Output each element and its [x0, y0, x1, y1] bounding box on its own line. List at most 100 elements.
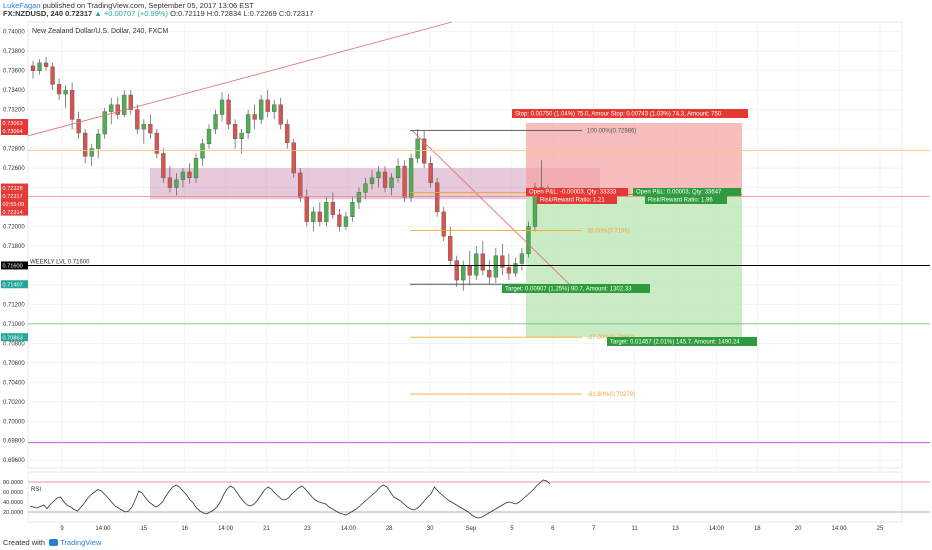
candle — [213, 109, 218, 134]
price-tag-box — [1, 261, 28, 270]
time-tick-label: 13 — [672, 526, 679, 532]
candle-body — [76, 119, 81, 134]
candle — [506, 253, 512, 281]
price-tag-label: 0.73063 — [3, 121, 23, 127]
time-tick-label: 15 — [140, 526, 147, 532]
short-target-label: Target: 0.00907 (1.25%) 90.7, Amount: 13… — [505, 287, 632, 293]
time-tick-label: 5 — [510, 526, 514, 532]
candle-body — [180, 171, 186, 180]
rsi-tick-label: 80.0000 — [3, 480, 23, 486]
candle — [43, 57, 49, 71]
candle — [435, 177, 440, 217]
candle — [56, 78, 62, 100]
time-tick-label: 25 — [877, 526, 884, 532]
time-tick-label: 7 — [592, 526, 596, 532]
candle-body — [239, 132, 244, 140]
price-tick-label: 0.70600 — [3, 361, 25, 367]
chart-title: New Zealand Dollar/U.S. Dollar, 240, FXC… — [32, 28, 168, 35]
tradingview-brand[interactable]: TradingView — [60, 538, 102, 547]
time-tick-label: 11 — [631, 526, 638, 532]
candle — [115, 96, 120, 120]
author-name[interactable]: LukeFagan — [3, 1, 41, 10]
price-tick-label: 0.74000 — [3, 30, 25, 36]
candle-body — [167, 177, 173, 188]
candle — [324, 197, 329, 227]
candle — [82, 129, 88, 164]
price-tick-label: 0.72000 — [3, 224, 25, 230]
short-target-label-box — [502, 284, 650, 293]
drawing-overlays: New Zealand Dollar/U.S. Dollar, 240, FXC… — [27, 21, 930, 444]
price-tick-label: 0.70000 — [3, 419, 25, 425]
candle-body — [304, 197, 309, 222]
candle-body — [337, 214, 342, 227]
candle — [500, 244, 505, 276]
fib-level-label: -61.80%(0.70279) — [587, 392, 635, 398]
price-tick-label: 0.69800 — [3, 439, 25, 445]
candle — [291, 138, 296, 178]
candle-body — [317, 211, 322, 222]
candle-body — [265, 99, 270, 112]
long-rr-label-box — [645, 196, 727, 204]
candle-body — [519, 253, 525, 264]
candle-body — [245, 114, 251, 134]
candle — [317, 202, 322, 227]
publish-line: LukeFagan published on TradingView.com, … — [3, 1, 254, 10]
candle-body — [272, 104, 277, 112]
candle — [421, 131, 427, 169]
stop-callout-box — [512, 109, 748, 118]
rsi-tick-label: 40.0000 — [3, 500, 23, 506]
candle — [37, 59, 42, 75]
long-target-label-box — [607, 337, 757, 346]
candle-body — [441, 211, 446, 237]
price-tag-label: 02:55:09 — [3, 202, 25, 208]
candle — [135, 104, 140, 134]
price-tag-label: 0.71600 — [3, 264, 23, 270]
rsi-line — [29, 479, 551, 519]
price-tag-label: 0.71407 — [3, 282, 23, 288]
candle — [69, 82, 75, 130]
candle-body — [30, 65, 36, 71]
candle — [330, 192, 336, 219]
long-rr-label: Risk/Reward Ratio: 1.96 — [648, 198, 713, 204]
price-tick-label: 0.71200 — [3, 302, 25, 308]
price-tick-label: 0.73400 — [3, 88, 25, 94]
rsi-tick-label: 20.0000 — [3, 510, 23, 516]
price-tag-box — [1, 126, 28, 135]
candle-body — [369, 177, 375, 184]
candle — [382, 166, 388, 193]
symbol-info: FX:NZDUSD, 240 0.72317 — [3, 9, 93, 18]
time-tick-label: 30 — [427, 526, 434, 532]
price-tag-box — [1, 118, 28, 127]
candle — [441, 207, 446, 242]
candle-body — [213, 114, 218, 130]
price-tag-label: 0.73064 — [3, 129, 23, 135]
candle-body — [461, 265, 466, 281]
candle — [350, 197, 355, 222]
price-tick-label: 0.73600 — [3, 69, 25, 75]
candle-body — [421, 138, 427, 164]
candle — [474, 245, 479, 281]
candle-body — [389, 177, 394, 188]
plot-frame — [27, 21, 903, 469]
candle — [148, 114, 153, 139]
candle — [50, 62, 55, 91]
candle-body — [395, 165, 401, 179]
created-with-text: Created with — [3, 538, 46, 547]
candle-body — [324, 201, 329, 222]
candle-body — [448, 236, 453, 261]
candle — [487, 260, 492, 285]
stop-callout: Stop: 0.00750 (1.04%) 75.0, Amour Stop: … — [515, 112, 722, 118]
candle-body — [109, 104, 114, 112]
price-tick-label: 0.72800 — [3, 147, 25, 153]
long-pnl-label-box — [633, 188, 741, 196]
candle-body — [356, 192, 362, 203]
candle-body — [141, 124, 146, 130]
candle-body — [193, 158, 199, 179]
candle-body — [487, 270, 492, 278]
candle — [428, 156, 433, 188]
candle-body — [493, 255, 499, 278]
candle — [389, 172, 394, 196]
price-tick-label: 0.71800 — [3, 244, 25, 250]
price-tag-box — [1, 183, 28, 192]
